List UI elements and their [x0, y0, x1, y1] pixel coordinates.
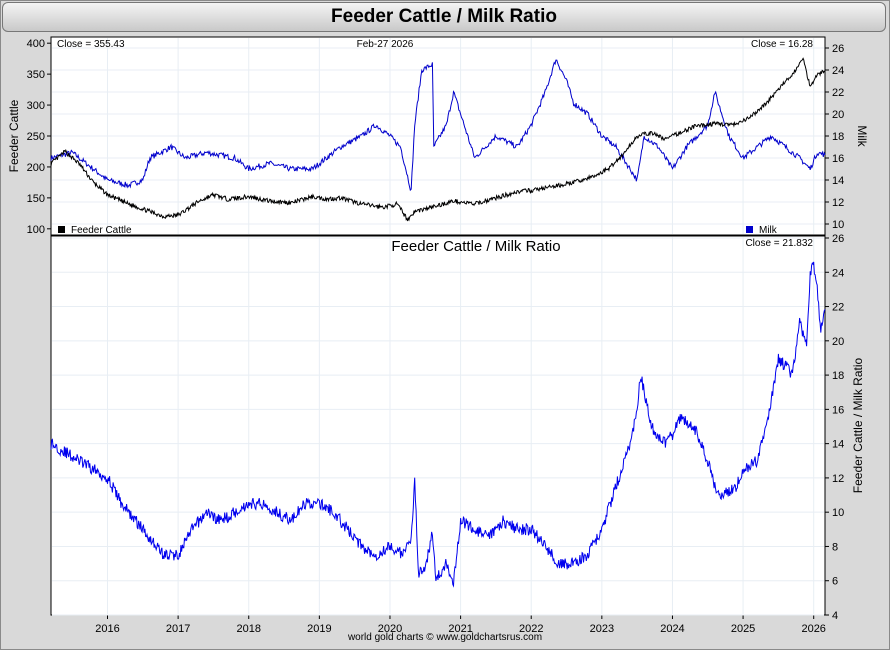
lower-right-tick-label: 18 — [832, 370, 844, 382]
ratio-series-line — [50, 261, 826, 588]
upper-right-tick-label: 26 — [832, 43, 844, 55]
x-tick-label: 2026 — [801, 623, 825, 635]
x-tick-label: 2020 — [378, 623, 402, 635]
upper-left-tick-label: 350 — [27, 69, 45, 81]
lower-right-tick-label: 22 — [832, 302, 844, 314]
lower-right-tick-label: 20 — [832, 336, 844, 348]
upper-left-tick-label: 250 — [27, 131, 45, 143]
lower-right-tick-label: 24 — [832, 267, 844, 279]
upper-left-tick-label: 150 — [27, 193, 45, 205]
lower-right-tick-label: 10 — [832, 507, 844, 519]
page-title: Feeder Cattle / Milk Ratio — [2, 2, 886, 32]
upper-right-tick-label: 16 — [832, 153, 844, 165]
x-tick-label: 2025 — [731, 623, 755, 635]
lower-right-tick-label: 16 — [832, 404, 844, 416]
upper-right-axis-label: Milk — [855, 125, 869, 147]
x-tick-label: 2019 — [307, 623, 331, 635]
upper-left-axis-label: Feeder Cattle — [7, 99, 21, 172]
close-right-label: Close = 16.28 — [751, 39, 813, 50]
lower-chart-title: Feeder Cattle / Milk Ratio — [391, 238, 560, 255]
upper-right-tick-label: 24 — [832, 65, 844, 77]
x-tick-label: 2017 — [166, 623, 190, 635]
close-left-label: Close = 355.43 — [57, 39, 125, 50]
x-tick-label: 2018 — [236, 623, 260, 635]
upper-right-tick-label: 20 — [832, 109, 844, 121]
legend-label-milk: Milk — [759, 225, 778, 236]
upper-left-tick-label: 200 — [27, 162, 45, 174]
upper-right-tick-label: 18 — [832, 131, 844, 143]
upper-left-tick-label: 100 — [27, 224, 45, 236]
upper-right-tick-label: 12 — [832, 197, 844, 209]
lower-right-tick-label: 8 — [832, 541, 838, 553]
date-label: Feb-27 2026 — [357, 39, 414, 50]
upper-right-tick-label: 14 — [832, 175, 844, 187]
x-tick-label: 2023 — [590, 623, 614, 635]
x-tick-label: 2016 — [95, 623, 119, 635]
lower-right-axis-label: Feeder Cattle / Milk Ratio — [851, 357, 865, 493]
x-tick-label: 2022 — [519, 623, 543, 635]
legend-swatch-feeder-cattle — [58, 226, 65, 233]
x-tick-label: 2021 — [448, 623, 472, 635]
lower-right-tick-label: 6 — [832, 576, 838, 588]
upper-left-tick-label: 300 — [27, 100, 45, 112]
upper-right-tick-label: 10 — [832, 219, 844, 231]
lower-right-tick-label: 12 — [832, 473, 844, 485]
lower-right-tick-label: 26 — [832, 233, 844, 245]
upper-left-tick-label: 400 — [27, 38, 45, 50]
milk-series-line — [50, 59, 826, 192]
lower-right-tick-label: 4 — [832, 610, 838, 622]
feeder-cattle-series-line — [50, 57, 826, 222]
footer-credit: world gold charts © www.goldchartsrus.co… — [347, 632, 543, 643]
legend-swatch-milk — [746, 226, 753, 233]
legend-label-feeder-cattle: Feeder Cattle — [71, 225, 132, 236]
lower-right-tick-label: 14 — [832, 439, 844, 451]
ratio-close-label: Close = 21.832 — [745, 238, 813, 249]
x-tick-label: 2024 — [660, 623, 684, 635]
upper-right-tick-label: 22 — [832, 87, 844, 99]
